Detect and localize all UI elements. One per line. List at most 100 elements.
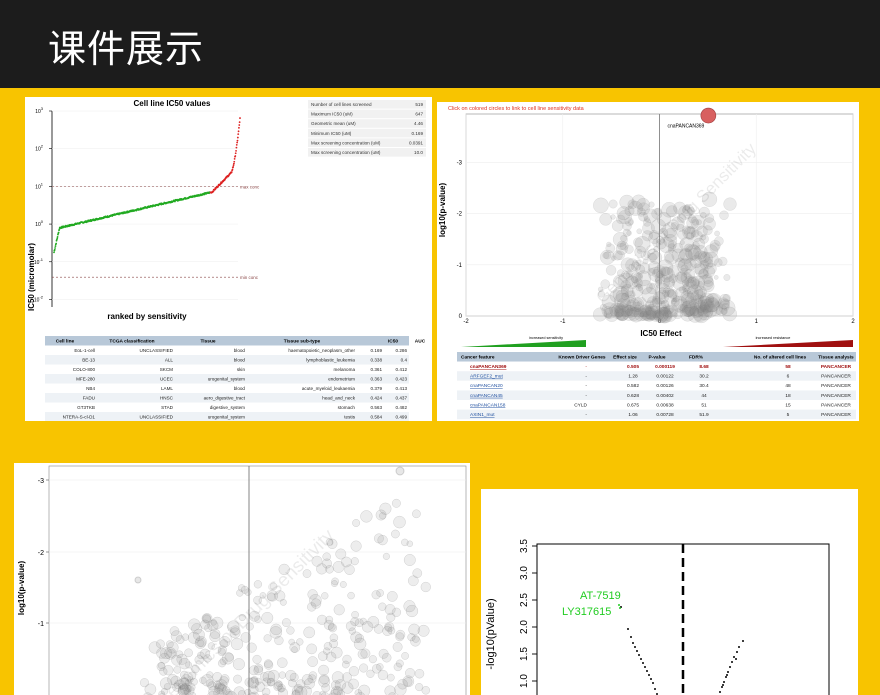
zoom-point[interactable]: [192, 628, 205, 641]
volcano-point[interactable]: [685, 245, 702, 262]
volcano-point[interactable]: [656, 270, 664, 279]
volcano-point[interactable]: [635, 264, 646, 275]
volcano-point[interactable]: [678, 303, 686, 311]
zoom-point[interactable]: [156, 647, 168, 659]
zoom-point[interactable]: [403, 554, 416, 566]
zoom-point[interactable]: [319, 690, 326, 695]
volcano-point[interactable]: [655, 312, 661, 318]
zoom-point[interactable]: [248, 665, 259, 676]
volcano-point[interactable]: [609, 302, 623, 317]
zoom-point[interactable]: [350, 557, 359, 566]
zoom-point[interactable]: [351, 610, 359, 619]
volcano-point[interactable]: [616, 214, 626, 224]
volcano-point[interactable]: [653, 265, 666, 278]
volcano-point[interactable]: [697, 251, 710, 264]
volcano-point[interactable]: [701, 191, 718, 207]
zoom-point[interactable]: [359, 663, 369, 673]
volcano-point[interactable]: [635, 270, 652, 287]
zoom-point[interactable]: [199, 676, 207, 684]
volcano-point[interactable]: [681, 284, 690, 293]
volcano-point[interactable]: [680, 290, 694, 304]
volcano-point[interactable]: [657, 310, 669, 322]
zoom-point[interactable]: [308, 671, 318, 680]
zoom-point[interactable]: [259, 592, 267, 599]
volcano-point[interactable]: [624, 244, 634, 254]
zoom-point[interactable]: [270, 623, 282, 636]
zoom-point[interactable]: [274, 680, 284, 690]
volcano-point[interactable]: [693, 244, 708, 260]
volcano-point[interactable]: [688, 214, 697, 224]
zoom-point[interactable]: [307, 589, 318, 600]
zoom-point[interactable]: [321, 683, 331, 693]
volcano-point[interactable]: [643, 208, 658, 223]
volcano-point[interactable]: [723, 274, 731, 281]
zoom-point[interactable]: [410, 636, 421, 647]
volcano-point[interactable]: [654, 282, 671, 299]
zoom-point[interactable]: [269, 582, 278, 591]
volcano-point[interactable]: [686, 216, 699, 230]
volcano-point[interactable]: [686, 226, 695, 235]
zoom-point[interactable]: [291, 646, 298, 653]
volcano-point[interactable]: [722, 306, 738, 322]
zoom-point[interactable]: [180, 674, 192, 685]
volcano-point[interactable]: [622, 221, 632, 231]
zoom-point[interactable]: [328, 692, 338, 695]
volcano-point[interactable]: [662, 222, 678, 238]
zoom-point[interactable]: [159, 677, 173, 690]
zoom-point[interactable]: [376, 663, 384, 671]
volcano-point[interactable]: [687, 276, 695, 284]
volcano-point[interactable]: [714, 258, 723, 267]
zoom-point[interactable]: [266, 590, 279, 602]
zoom-point[interactable]: [246, 642, 257, 653]
zoom-point[interactable]: [359, 617, 367, 626]
volcano-point[interactable]: [641, 305, 658, 322]
volcano-point[interactable]: [687, 207, 696, 216]
zoom-point[interactable]: [214, 682, 227, 695]
volcano-point[interactable]: [723, 197, 737, 211]
volcano-point[interactable]: [660, 266, 670, 277]
zoom-point[interactable]: [291, 685, 304, 695]
volcano-point[interactable]: [626, 310, 632, 316]
zoom-point[interactable]: [322, 647, 331, 655]
volcano-point[interactable]: [654, 207, 662, 216]
volcano-point[interactable]: [641, 287, 658, 304]
volcano-point[interactable]: [647, 267, 656, 276]
zoom-point[interactable]: [247, 676, 260, 689]
zoom-point[interactable]: [300, 685, 312, 695]
volcano-point[interactable]: [649, 251, 663, 265]
volcano-point[interactable]: [652, 296, 661, 305]
volcano-point[interactable]: [654, 289, 669, 305]
volcano-point[interactable]: [704, 301, 716, 313]
volcano-point[interactable]: [681, 300, 697, 316]
zoom-point[interactable]: [405, 668, 416, 679]
zoom-point[interactable]: [286, 626, 295, 635]
volcano-point[interactable]: [699, 252, 714, 266]
volcano-point[interactable]: [677, 213, 687, 223]
volcano-point[interactable]: [658, 237, 675, 253]
volcano-point[interactable]: [722, 293, 731, 302]
volcano-point[interactable]: [648, 266, 664, 282]
volcano-point[interactable]: [664, 287, 675, 298]
volcano-point[interactable]: [719, 210, 729, 221]
zoom-point[interactable]: [316, 563, 328, 575]
zoom-point[interactable]: [252, 654, 262, 664]
zoom-point[interactable]: [384, 685, 396, 695]
volcano-point[interactable]: [616, 269, 625, 277]
zoom-point[interactable]: [371, 590, 381, 600]
volcano-point[interactable]: [696, 288, 706, 298]
volcano-point[interactable]: [658, 266, 675, 283]
volcano-point[interactable]: [615, 289, 629, 303]
zoom-point[interactable]: [248, 677, 259, 688]
zoom-point[interactable]: [227, 620, 240, 633]
volcano-point[interactable]: [626, 306, 633, 313]
zoom-point[interactable]: [341, 556, 352, 568]
volcano-point[interactable]: [690, 230, 703, 242]
volcano-point[interactable]: [636, 228, 643, 235]
zoom-point[interactable]: [218, 682, 225, 690]
zoom-point[interactable]: [169, 626, 180, 636]
zoom-point[interactable]: [244, 588, 252, 596]
zoom-point[interactable]: [357, 649, 368, 660]
volcano-point[interactable]: [608, 199, 618, 209]
volcano-point[interactable]: [652, 310, 661, 319]
zoom-point[interactable]: [382, 552, 390, 560]
